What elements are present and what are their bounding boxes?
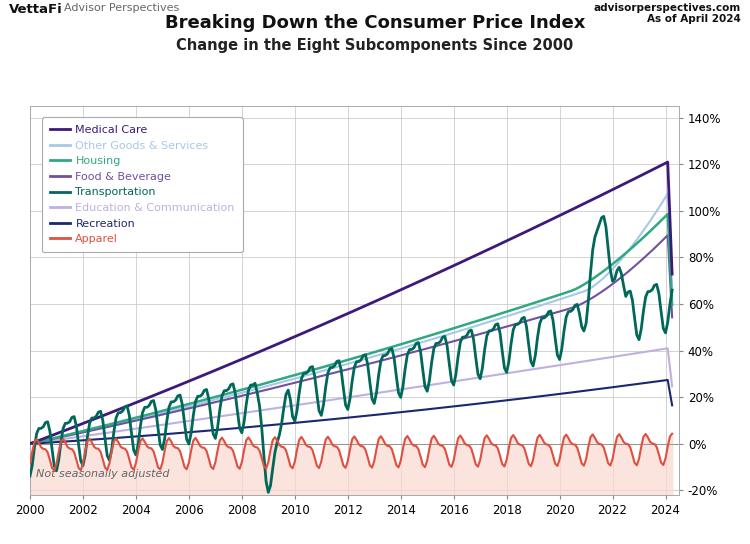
Text: advisorperspectives.com
As of April 2024: advisorperspectives.com As of April 2024 [594,3,741,24]
Text: Not seasonally adjusted: Not seasonally adjusted [37,469,170,479]
Text: VettaFi: VettaFi [9,3,63,16]
Text: Advisor Perspectives: Advisor Perspectives [64,3,179,13]
Text: Change in the Eight Subcomponents Since 2000: Change in the Eight Subcomponents Since … [176,38,574,53]
Legend: Medical Care, Other Goods & Services, Housing, Food & Beverage, Transportation, : Medical Care, Other Goods & Services, Ho… [42,118,242,252]
Text: Breaking Down the Consumer Price Index: Breaking Down the Consumer Price Index [165,14,585,32]
